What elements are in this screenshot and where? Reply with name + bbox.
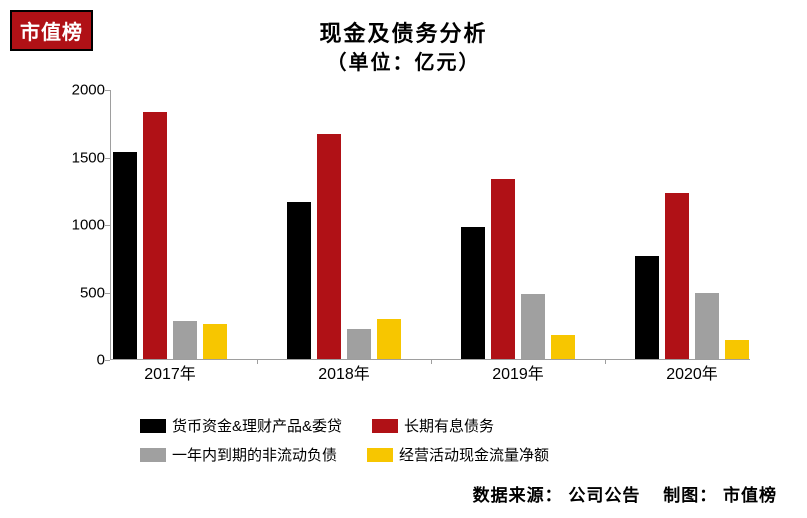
bar [461, 227, 485, 359]
legend-item: 经营活动现金流量净额 [367, 444, 549, 465]
legend-label: 货币资金&理财产品&委贷 [172, 415, 342, 436]
bar [551, 335, 575, 359]
bar [287, 202, 311, 359]
chart-title: 现金及债务分析 [0, 16, 807, 48]
legend-label: 经营活动现金流量净额 [399, 444, 549, 465]
bar [347, 329, 371, 359]
legend-swatch [367, 448, 393, 462]
bar [665, 193, 689, 359]
legend-label: 一年内到期的非流动负债 [172, 444, 337, 465]
y-tick-label: 1000 [60, 217, 105, 234]
legend-swatch [140, 419, 166, 433]
plot-area: 2017年2018年2019年2020年 [110, 90, 750, 360]
chart-container: 0500100015002000 2017年2018年2019年2020年 [60, 80, 760, 390]
x-tick-mark [431, 359, 432, 364]
legend: 货币资金&理财产品&委贷 长期有息债务一年内到期的非流动负债 经营活动现金流量净额 [140, 415, 690, 473]
footer-author-value: 市值榜 [723, 486, 777, 505]
bar [317, 134, 341, 359]
bar [725, 340, 749, 359]
legend-row: 一年内到期的非流动负债 经营活动现金流量净额 [140, 444, 690, 465]
x-tick-label: 2020年 [666, 360, 718, 384]
bar [695, 293, 719, 359]
bar [377, 319, 401, 360]
footer-credits: 数据来源： 公司公告 制图： 市值榜 [473, 481, 777, 506]
y-tick-label: 500 [60, 284, 105, 301]
x-tick-mark [257, 359, 258, 364]
bar [203, 324, 227, 359]
bar [143, 112, 167, 359]
bar [173, 321, 197, 359]
legend-swatch [140, 448, 166, 462]
legend-swatch [372, 419, 398, 433]
y-tick-label: 0 [60, 352, 105, 369]
bar [491, 179, 515, 359]
legend-label: 长期有息债务 [404, 415, 494, 436]
footer-source-label: 数据来源： [473, 486, 563, 505]
legend-row: 货币资金&理财产品&委贷 长期有息债务 [140, 415, 690, 436]
y-tick-mark [105, 360, 110, 361]
bar [521, 294, 545, 359]
x-tick-label: 2019年 [492, 360, 544, 384]
bar [113, 152, 137, 359]
footer-author-label: 制图： [663, 486, 717, 505]
x-tick-label: 2017年 [144, 360, 196, 384]
legend-item: 长期有息债务 [372, 415, 494, 436]
chart-subtitle: （单位：亿元） [0, 46, 807, 75]
x-tick-label: 2018年 [318, 360, 370, 384]
y-tick-label: 1500 [60, 149, 105, 166]
footer-source-value: 公司公告 [568, 486, 640, 505]
x-tick-mark [605, 359, 606, 364]
bar [635, 256, 659, 359]
legend-item: 一年内到期的非流动负债 [140, 444, 337, 465]
y-tick-label: 2000 [60, 82, 105, 99]
legend-item: 货币资金&理财产品&委贷 [140, 415, 342, 436]
